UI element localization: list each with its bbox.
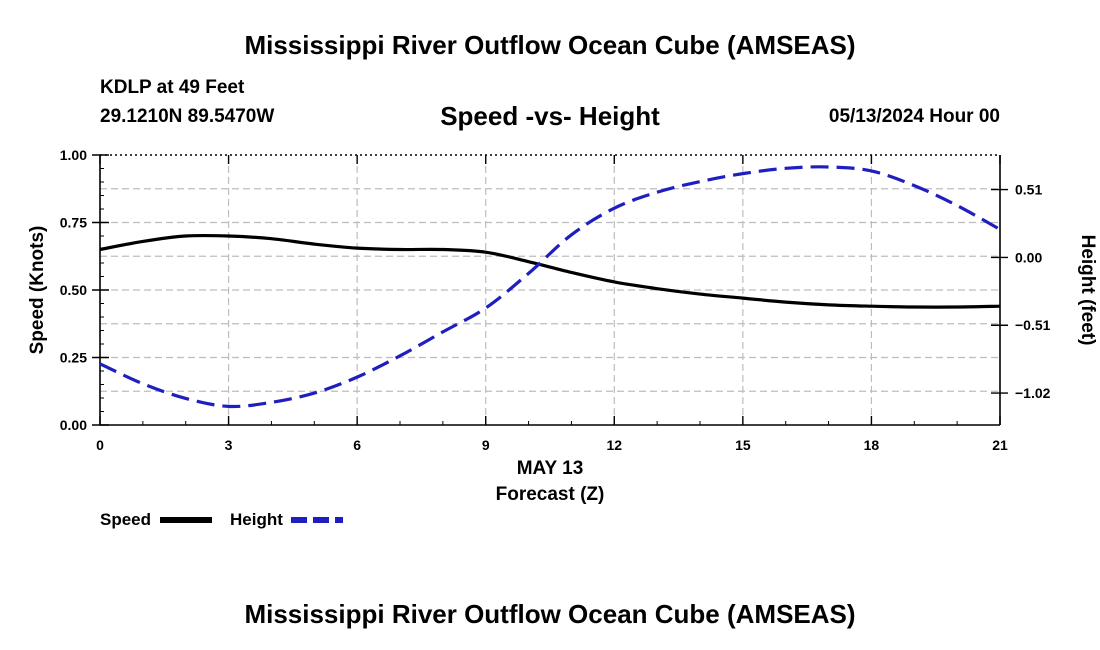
y2-tick-label: 0.00 — [1015, 249, 1042, 265]
legend-speed-label: Speed — [100, 510, 151, 529]
series-line-height — [99, 165, 1001, 409]
y-tick-label: 1.00 — [60, 147, 87, 163]
x-tick-label: 21 — [992, 437, 1008, 453]
y-tick-label: 0.75 — [60, 215, 87, 231]
y-tick-label: 0.25 — [60, 350, 87, 366]
y2-axis-label: Height (feet) — [1077, 235, 1098, 346]
footer-title: Mississippi River Outflow Ocean Cube (AM… — [244, 599, 856, 629]
y-tick-label: 0.50 — [60, 282, 87, 298]
x-tick-label: 9 — [482, 437, 490, 453]
x-tick-label: 3 — [225, 437, 233, 453]
chart-title: Speed -vs- Height — [440, 101, 660, 131]
y-axis-label: Speed (Knots) — [27, 226, 48, 355]
x-date-label: MAY 13 — [517, 458, 584, 479]
legend-height-label: Height — [230, 510, 283, 529]
axis-ticks: 0 3 6 9 12 15 18 21 0.00 0.25 0.50 0.75 1.00 0.51 0.00… — [60, 147, 1051, 453]
forecast-date-hour: 05/13/2024 Hour 00 — [828, 106, 1000, 127]
station-coordinates: 29.1210N 89.5470W — [100, 106, 275, 127]
data-series — [99, 165, 1001, 409]
y2-tick-label: −1.02 — [1015, 385, 1051, 401]
y-tick-label: 0.00 — [60, 417, 87, 433]
legend: Speed Height — [100, 510, 343, 529]
x-tick-label: 18 — [864, 437, 880, 453]
x-axis-label: Forecast (Z) — [496, 484, 605, 505]
grid-lines — [100, 155, 1000, 425]
y2-tick-label: 0.51 — [1015, 182, 1042, 198]
x-tick-label: 0 — [96, 437, 104, 453]
x-tick-label: 12 — [606, 437, 622, 453]
page-title: Mississippi River Outflow Ocean Cube (AM… — [244, 30, 856, 60]
x-tick-label: 15 — [735, 437, 751, 453]
y2-tick-label: −0.51 — [1015, 317, 1051, 333]
x-tick-label: 6 — [353, 437, 361, 453]
series-line-speed — [99, 233, 1001, 309]
station-label: KDLP at 49 Feet — [100, 77, 245, 98]
